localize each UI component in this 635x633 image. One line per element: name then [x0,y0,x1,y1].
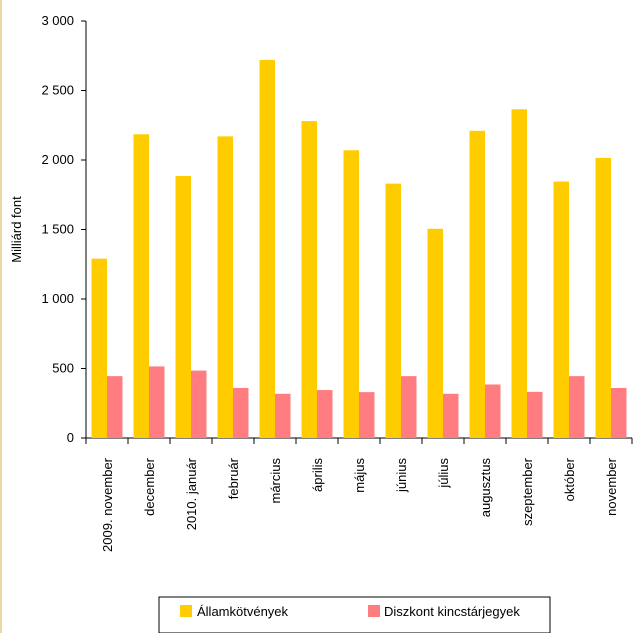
bar-diszkont-kincstarjegyek [527,391,543,438]
x-category-label: 2010. január [184,457,199,530]
bar-allamkotvenyek [553,181,569,439]
x-category-label: november [604,457,619,515]
x-category-label: július [436,458,451,489]
bar-diszkont-kincstarjegyek [275,393,291,438]
x-category-label: március [268,458,283,504]
x-category-label: június [394,458,409,493]
bar-diszkont-kincstarjegyek [359,392,375,438]
legend-label-allamkotvenyek: Államkötvények [197,604,289,619]
y-tick-label: 1 500 [41,222,74,237]
y-tick-label: 3 000 [41,13,74,28]
y-tick-label: 2 500 [41,83,74,98]
bar-allamkotvenyek [385,183,401,438]
x-category-label: április [310,458,325,492]
bar-diszkont-kincstarjegyek [191,370,207,438]
x-category-label: augusztus [478,458,493,518]
bar-diszkont-kincstarjegyek [317,390,333,438]
legend-swatch-allamkotvenyek [180,605,192,617]
y-axis-title: Milliárd font [9,196,24,263]
bar-diszkont-kincstarjegyek [611,387,627,438]
bar-diszkont-kincstarjegyek [401,376,417,438]
x-category-label: szeptember [520,457,535,526]
bar-allamkotvenyek [469,130,485,438]
y-tick-label: 500 [52,361,74,376]
bar-allamkotvenyek [301,121,317,438]
bar-diszkont-kincstarjegyek [107,376,123,438]
legend-label-diszkont-kincstarjegyek: Diszkont kincstárjegyek [384,604,520,619]
bar-diszkont-kincstarjegyek [485,384,501,438]
x-category-label: december [142,457,157,515]
legend-box [158,596,551,633]
y-tick-label: 2 000 [41,152,74,167]
bar-diszkont-kincstarjegyek [443,393,459,438]
bar-diszkont-kincstarjegyek [233,387,249,438]
legend-swatch-diszkont-kincstarjegyek [368,605,380,617]
bar-allamkotvenyek [595,157,611,439]
bar-diszkont-kincstarjegyek [149,366,165,438]
x-category-label: május [352,458,367,493]
x-category-label: 2009. november [100,457,115,552]
x-category-label: október [562,457,577,501]
bar-allamkotvenyek [259,59,275,439]
bar-allamkotvenyek [133,134,149,438]
y-tick-label: 0 [67,430,74,445]
x-category-label: február [226,457,241,499]
bar-allamkotvenyek [427,228,443,438]
bar-allamkotvenyek [343,150,359,438]
bar-allamkotvenyek [217,136,233,438]
bar-allamkotvenyek [175,175,191,439]
y-tick-label: 1 000 [41,291,74,306]
bar-allamkotvenyek [511,109,527,438]
bar-diszkont-kincstarjegyek [569,376,585,438]
left-border-rule [0,0,2,633]
bar-allamkotvenyek [91,258,107,438]
